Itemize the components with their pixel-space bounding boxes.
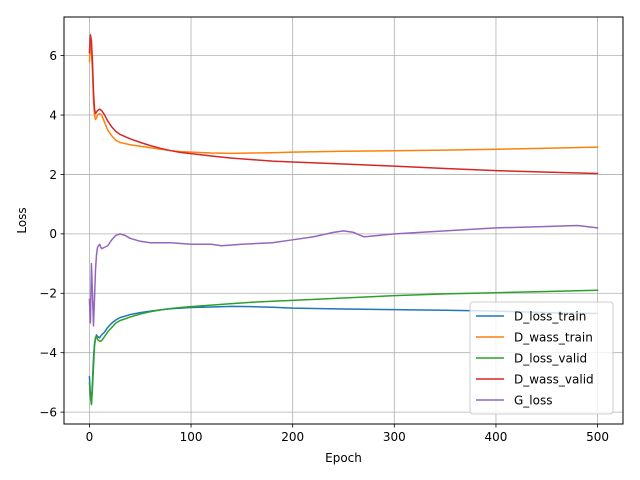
plot-frame xyxy=(63,16,624,425)
x-tick-label: 0 xyxy=(86,430,94,444)
legend-label: D_wass_train xyxy=(514,330,593,344)
y-tick-label: −2 xyxy=(39,287,57,301)
y-tick-label: −6 xyxy=(39,405,57,419)
series-lines xyxy=(88,34,599,406)
legend-label: D_loss_valid xyxy=(514,351,587,365)
y-tick-label: 0 xyxy=(49,227,57,241)
y-tick-label: 2 xyxy=(49,168,57,182)
series-line-d-wass-train xyxy=(88,42,599,155)
series-line-d-loss-valid xyxy=(88,289,599,406)
x-tick-label: 100 xyxy=(180,430,203,444)
series-line-g-loss xyxy=(88,224,599,327)
x-tick-label: 400 xyxy=(485,430,508,444)
grid xyxy=(64,17,623,424)
series-line-d-wass-valid xyxy=(88,34,599,175)
legend-label: D_wass_valid xyxy=(514,372,594,386)
x-axis-title: Epoch xyxy=(325,451,362,465)
y-tick-label: −4 xyxy=(39,346,57,360)
x-tick-label: 200 xyxy=(281,430,304,444)
ticks: 0 100 200 300 400 500 −6 −4 −2 0 2 4 6 xyxy=(39,49,609,444)
x-tick-label: 300 xyxy=(383,430,406,444)
x-tick-label: 500 xyxy=(586,430,609,444)
legend-box xyxy=(469,301,614,415)
y-tick-label: 4 xyxy=(49,108,57,122)
y-tick-label: 6 xyxy=(49,49,57,63)
legend-label: D_loss_train xyxy=(514,309,586,323)
y-axis-title: Loss xyxy=(15,207,29,233)
legend-label: G_loss xyxy=(514,393,552,407)
legend: D_loss_train D_wass_train D_loss_valid D_wa… xyxy=(469,301,614,415)
